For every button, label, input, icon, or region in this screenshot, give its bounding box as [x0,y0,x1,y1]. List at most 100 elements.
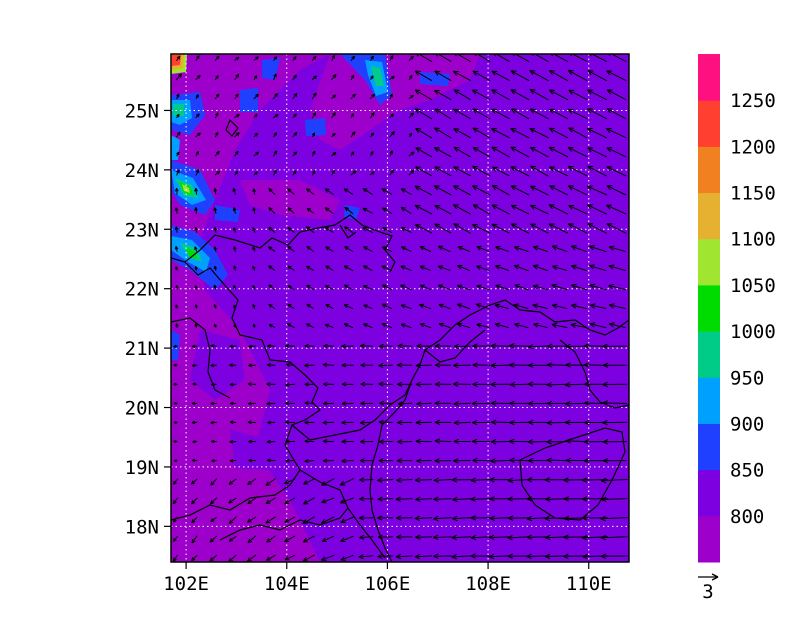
wind-vector [341,420,354,425]
y-tick-label: 25N [125,100,159,122]
wind-vector [451,553,472,560]
wind-vector [331,55,335,62]
wind-vector [529,185,549,196]
wind-vector [191,516,198,524]
wind-vector [292,93,298,100]
wind-vector [408,74,413,81]
wind-vector [210,344,217,348]
wind-vector [195,132,201,138]
wind-vector [232,207,237,214]
wind-vector [508,343,530,349]
wind-vector [567,165,588,177]
wind-vector [233,323,237,328]
wind-vector [377,496,393,502]
wind-vector [408,112,414,119]
wind-vector [453,223,471,234]
wind-vector [509,362,530,368]
wind-vector [214,75,219,81]
wind-vector [253,113,258,119]
wind-vector [331,94,337,100]
wind-vector [266,382,276,387]
wind-vector [340,497,354,504]
wind-vector [304,458,315,464]
wind-vector [509,400,530,407]
wind-vector [589,303,607,310]
wind-vector [304,400,315,406]
wind-vector [210,516,218,523]
wind-vector [549,89,569,101]
wind-vector [194,207,198,214]
wind-vector [507,553,530,559]
wind-vector [513,245,529,253]
wind-vector [488,534,511,541]
wind-vector [546,439,569,445]
wind-vector [192,439,198,444]
wind-vector [233,285,237,290]
wind-vector [311,55,317,62]
wind-vector [438,322,451,329]
wind-vector [419,323,432,329]
wind-vector [284,516,296,523]
wind-vector [194,285,198,290]
wind-vector [457,264,471,272]
wind-vector [570,283,587,291]
wind-vector [229,401,237,406]
wind-vector [546,381,569,388]
wind-vector [414,477,432,483]
wind-vector [174,245,179,252]
wind-vector [267,344,276,349]
wind-vector [507,534,530,541]
wind-vector [381,265,393,272]
wind-vector [266,439,276,444]
wind-vector [491,128,510,139]
wind-vector [343,323,354,329]
wind-vector [266,362,276,367]
wind-vector [434,204,452,215]
wind-vector [247,478,257,486]
wind-vector [176,169,180,176]
wind-vector [311,92,317,100]
wind-vector [437,265,451,272]
wind-vector [514,322,529,329]
colorbar-label: 1050 [730,275,776,297]
wind-vector [192,382,198,386]
country-border [171,469,301,521]
wind-vector [304,439,315,444]
wind-vector [513,303,529,310]
wind-vector [350,113,354,119]
wind-vector [253,56,259,62]
coastline [559,339,629,409]
wind-vector [546,343,569,349]
wind-vector [414,515,432,522]
wind-vector [378,439,393,445]
wind-vector [546,362,569,368]
wind-vector [471,89,491,101]
wind-vector [453,128,471,139]
wind-vector [491,184,510,196]
wind-vector [389,169,395,176]
wind-vector [606,147,627,158]
wind-vector [341,381,354,387]
wind-vector [175,323,179,328]
x-tick-label: 110E [566,573,612,595]
wind-vector [268,206,276,215]
wind-vector [608,264,626,272]
wind-vector [414,224,433,234]
wind-vector [195,113,200,119]
wind-vector [456,322,471,329]
wind-vector [343,265,354,272]
wind-vector [490,439,510,445]
wind-vector [234,56,240,61]
wind-vector [285,382,295,387]
wind-vector [551,245,568,253]
wind-vector [529,127,549,139]
wind-vector [470,515,491,521]
wind-vector [433,147,452,158]
wind-vector [552,265,568,272]
wind-vector [234,132,240,138]
wind-vector [470,496,491,502]
wind-vector [491,146,510,158]
wind-vector [341,343,354,349]
wind-vector [600,553,628,559]
